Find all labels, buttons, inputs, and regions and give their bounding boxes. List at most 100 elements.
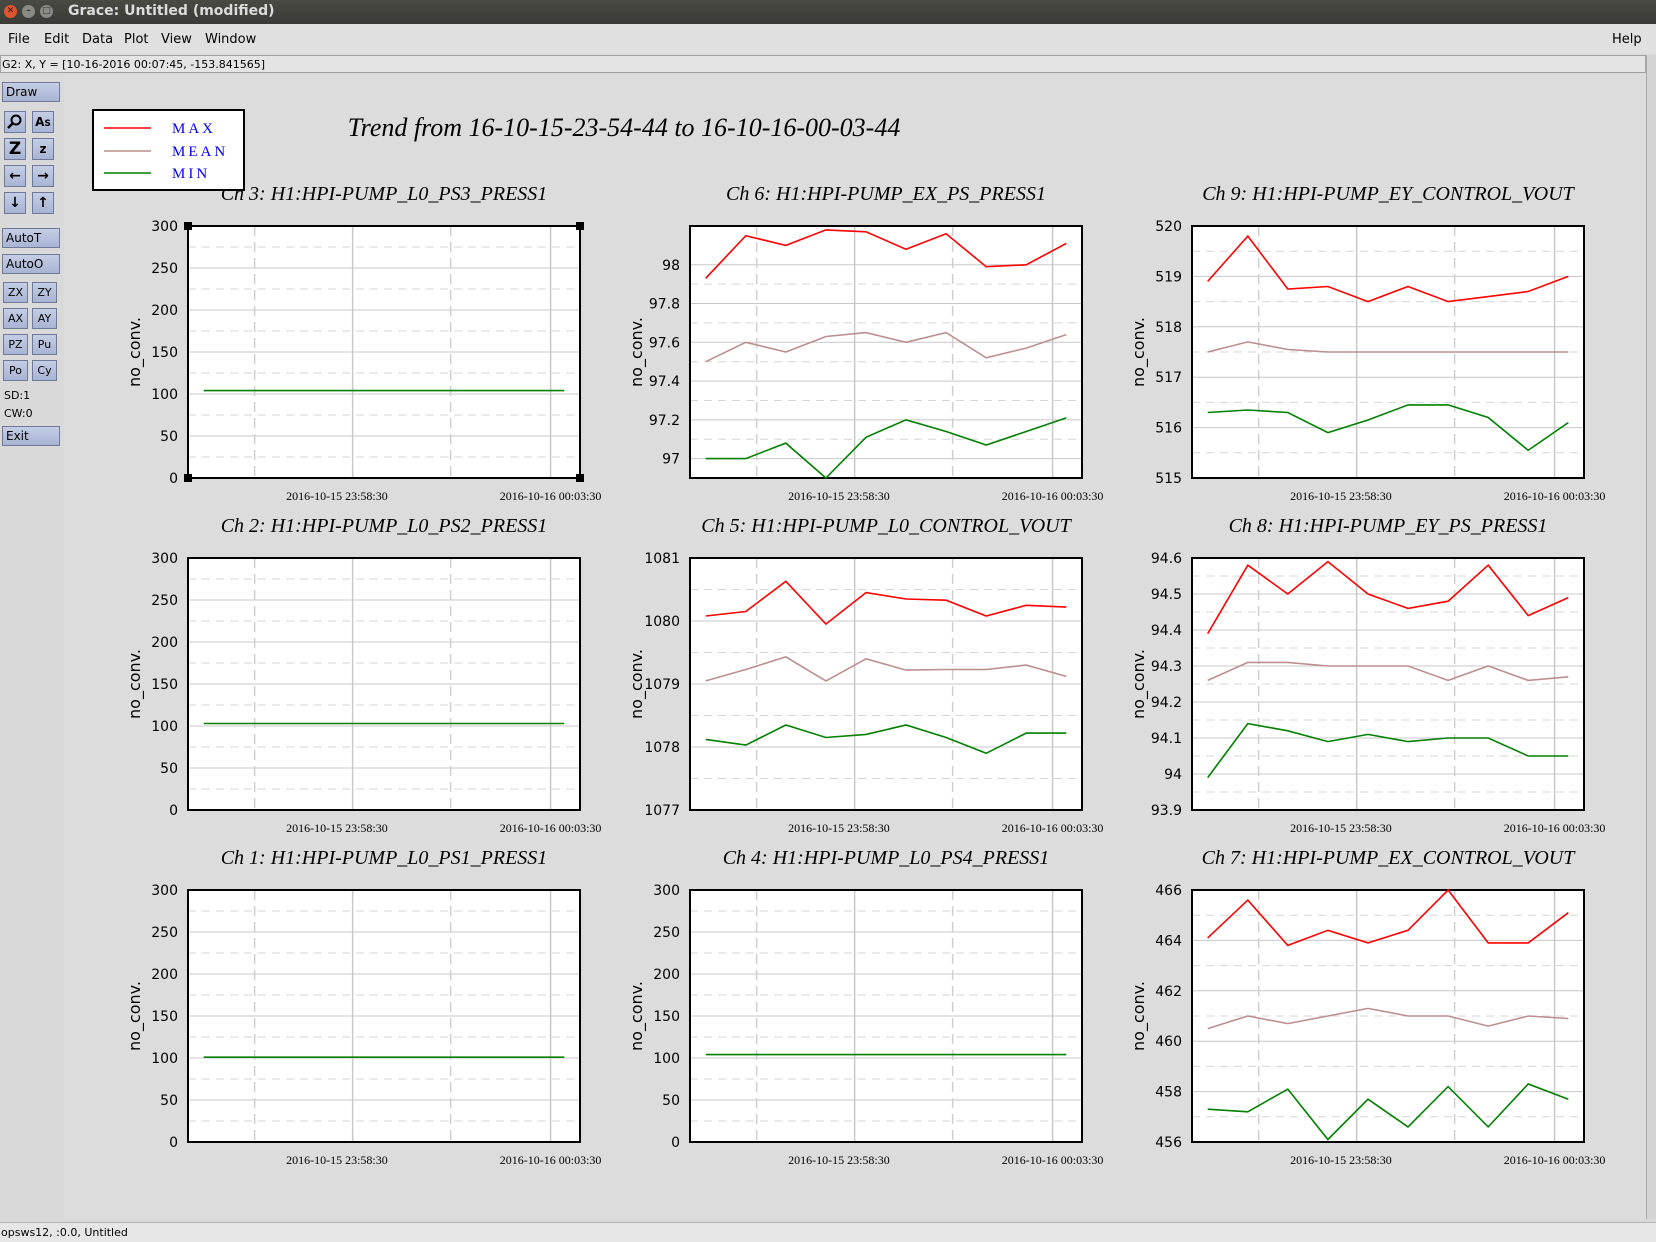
- x-tick-label: 2016-10-16 00:03:30: [1504, 821, 1606, 835]
- chart-panel[interactable]: 1077 1078 1079 1080 1081 Ch 5: H1:HPI-PUMP_L0…: [627, 515, 1103, 835]
- shift-up-icon[interactable]: ↑: [32, 192, 54, 214]
- x-tick-label: 2016-10-15 23:58:30: [788, 489, 890, 503]
- zoom-in-icon[interactable]: Z: [4, 138, 26, 160]
- x-tick-label: 2016-10-16 00:03:30: [1002, 489, 1104, 503]
- series-line-mean: [1207, 1007, 1569, 1030]
- y-tick-label: 518: [1155, 320, 1182, 336]
- zx-button[interactable]: ZX: [3, 282, 28, 303]
- y-tick-label: 458: [1155, 1085, 1182, 1101]
- chart-panel[interactable]: 515 516 517 518 519 520 Ch 9: H1:HPI-PUMP_EY_C…: [1129, 183, 1605, 503]
- y-tick-label: 200: [151, 967, 178, 983]
- autot-button[interactable]: AutoT: [2, 228, 60, 248]
- y-tick-label: 150: [151, 345, 178, 361]
- cw-label: CW:0: [4, 407, 33, 420]
- panel-title: Ch 6: H1:HPI-PUMP_EX_PS_PRESS1: [726, 183, 1046, 205]
- y-axis-label: no_conv.: [627, 981, 647, 1051]
- title-bar: ✕ – □ Grace: Untitled (modified): [0, 0, 1656, 24]
- menu-edit[interactable]: Edit: [44, 32, 70, 47]
- autoscale-as-icon[interactable]: AS: [32, 111, 54, 133]
- menu-bar: File Edit Data Plot View Window Help: [0, 24, 1656, 54]
- shift-right-icon[interactable]: →: [32, 165, 54, 187]
- y-tick-label: 150: [653, 1009, 680, 1025]
- chart-panel[interactable]: 0 50 100 150 200 250 300 Ch 4: H1:HPI-PUMP_L0_P…: [627, 847, 1103, 1167]
- ay-button[interactable]: AY: [32, 308, 57, 329]
- y-tick-label: 97: [662, 452, 680, 468]
- chart-panel[interactable]: 0 50 100 150 200 250 300 Ch 1: H1:HPI-PUMP_L0_P…: [125, 847, 601, 1167]
- legend-mean-label: MEAN: [172, 144, 228, 160]
- maximize-window-icon[interactable]: □: [40, 5, 53, 18]
- draw-button[interactable]: Draw: [2, 82, 60, 102]
- series-line-min: [1207, 722, 1569, 779]
- y-tick-label: 100: [151, 1051, 178, 1067]
- x-tick-label: 2016-10-16 00:03:30: [500, 1153, 602, 1167]
- y-tick-label: 250: [151, 261, 178, 277]
- y-tick-label: 250: [653, 925, 680, 941]
- graph-canvas[interactable]: Trend from 16-10-15-23-54-44 to 16-10-16…: [64, 74, 1646, 1219]
- y-tick-label: 97.2: [649, 413, 680, 429]
- x-tick-label: 2016-10-15 23:58:30: [788, 821, 890, 835]
- y-tick-label: 200: [151, 303, 178, 319]
- chart-panel[interactable]: 0 50 100 150 200 250 300 Ch 2: H1:HPI-PUMP_L0_P…: [125, 515, 601, 835]
- legend: MAX MEAN MIN: [92, 109, 245, 191]
- series-line-mean: [705, 331, 1067, 363]
- y-tick-label: 50: [662, 1093, 680, 1109]
- y-tick-label: 94.1: [1151, 731, 1182, 747]
- series-line-min: [705, 417, 1067, 480]
- y-tick-label: 0: [169, 1135, 178, 1151]
- selection-handle[interactable]: [184, 222, 192, 230]
- series-line-min: [705, 724, 1067, 755]
- pu-button[interactable]: Pu: [32, 334, 57, 355]
- chart-panel[interactable]: 0 50 100 150 200 250 300 Ch 3: H1:HPI-PUMP_L0_P…: [125, 183, 601, 503]
- plot-frame: [187, 889, 581, 1143]
- selection-handle[interactable]: [576, 474, 584, 482]
- menu-view[interactable]: View: [161, 32, 192, 47]
- y-tick-label: 94.4: [1151, 623, 1182, 639]
- plot-frame: [689, 225, 1083, 479]
- panel-title: Ch 8: H1:HPI-PUMP_EY_PS_PRESS1: [1229, 515, 1548, 537]
- exit-button[interactable]: Exit: [2, 426, 60, 446]
- plot-frame: [187, 557, 581, 811]
- shift-left-icon[interactable]: ←: [4, 165, 26, 187]
- y-tick-label: 150: [151, 677, 178, 693]
- y-tick-label: 456: [1155, 1135, 1182, 1151]
- menu-file[interactable]: File: [8, 32, 30, 47]
- chart-panel[interactable]: 93.9 94 94.1 94.2 94.3 94.4 94.5 94.6 Ch 8: H1:H…: [1129, 515, 1605, 835]
- sd-label: SD:1: [4, 389, 31, 402]
- chart-panel[interactable]: 456 458 460 462 464 466 Ch 7: H1:HPI-PUMP_EX_C…: [1129, 847, 1605, 1167]
- chart-panel[interactable]: 97 97.2 97.4 97.6 97.8 98 Ch 6: H1:HPI-PUMP_EX…: [627, 183, 1103, 503]
- y-axis-label: no_conv.: [1129, 981, 1149, 1051]
- x-tick-label: 2016-10-15 23:58:30: [1290, 489, 1392, 503]
- pz-button[interactable]: PZ: [3, 334, 28, 355]
- y-tick-label: 464: [1155, 933, 1182, 949]
- x-tick-label: 2016-10-15 23:58:30: [1290, 1153, 1392, 1167]
- menu-plot[interactable]: Plot: [124, 32, 149, 47]
- shift-down-icon[interactable]: ↓: [4, 192, 26, 214]
- po-button[interactable]: Po: [3, 360, 28, 381]
- autoo-button[interactable]: AutoO: [2, 254, 60, 274]
- panel-title: Ch 2: H1:HPI-PUMP_L0_PS2_PRESS1: [221, 515, 548, 537]
- selection-handle[interactable]: [184, 474, 192, 482]
- zoom-icon[interactable]: [4, 111, 26, 133]
- close-window-icon[interactable]: ✕: [4, 5, 17, 18]
- cy-button[interactable]: Cy: [32, 360, 57, 381]
- ax-button[interactable]: AX: [3, 308, 28, 329]
- vertical-scrollbar[interactable]: [1646, 55, 1656, 1219]
- zoom-out-icon[interactable]: z: [32, 138, 54, 160]
- window-title: Grace: Untitled (modified): [68, 3, 275, 19]
- y-tick-label: 515: [1155, 471, 1182, 487]
- panel-title: Ch 5: H1:HPI-PUMP_L0_CONTROL_VOUT: [701, 515, 1072, 537]
- plot-frame: [1191, 557, 1585, 811]
- zy-button[interactable]: ZY: [32, 282, 57, 303]
- menu-help[interactable]: Help: [1612, 32, 1642, 47]
- x-tick-label: 2016-10-16 00:03:30: [500, 489, 602, 503]
- y-tick-label: 1078: [644, 740, 680, 756]
- panel-title: Ch 9: H1:HPI-PUMP_EY_CONTROL_VOUT: [1202, 183, 1575, 205]
- selection-handle[interactable]: [576, 222, 584, 230]
- y-axis-label: no_conv.: [125, 649, 145, 719]
- menu-data[interactable]: Data: [82, 32, 114, 47]
- plot-area[interactable]: Trend from 16-10-15-23-54-44 to 16-10-16…: [64, 74, 1646, 1219]
- y-tick-label: 94.5: [1151, 587, 1182, 603]
- minimize-window-icon[interactable]: –: [22, 5, 35, 18]
- menu-window[interactable]: Window: [205, 32, 257, 47]
- panel-title: Ch 7: H1:HPI-PUMP_EX_CONTROL_VOUT: [1202, 847, 1577, 869]
